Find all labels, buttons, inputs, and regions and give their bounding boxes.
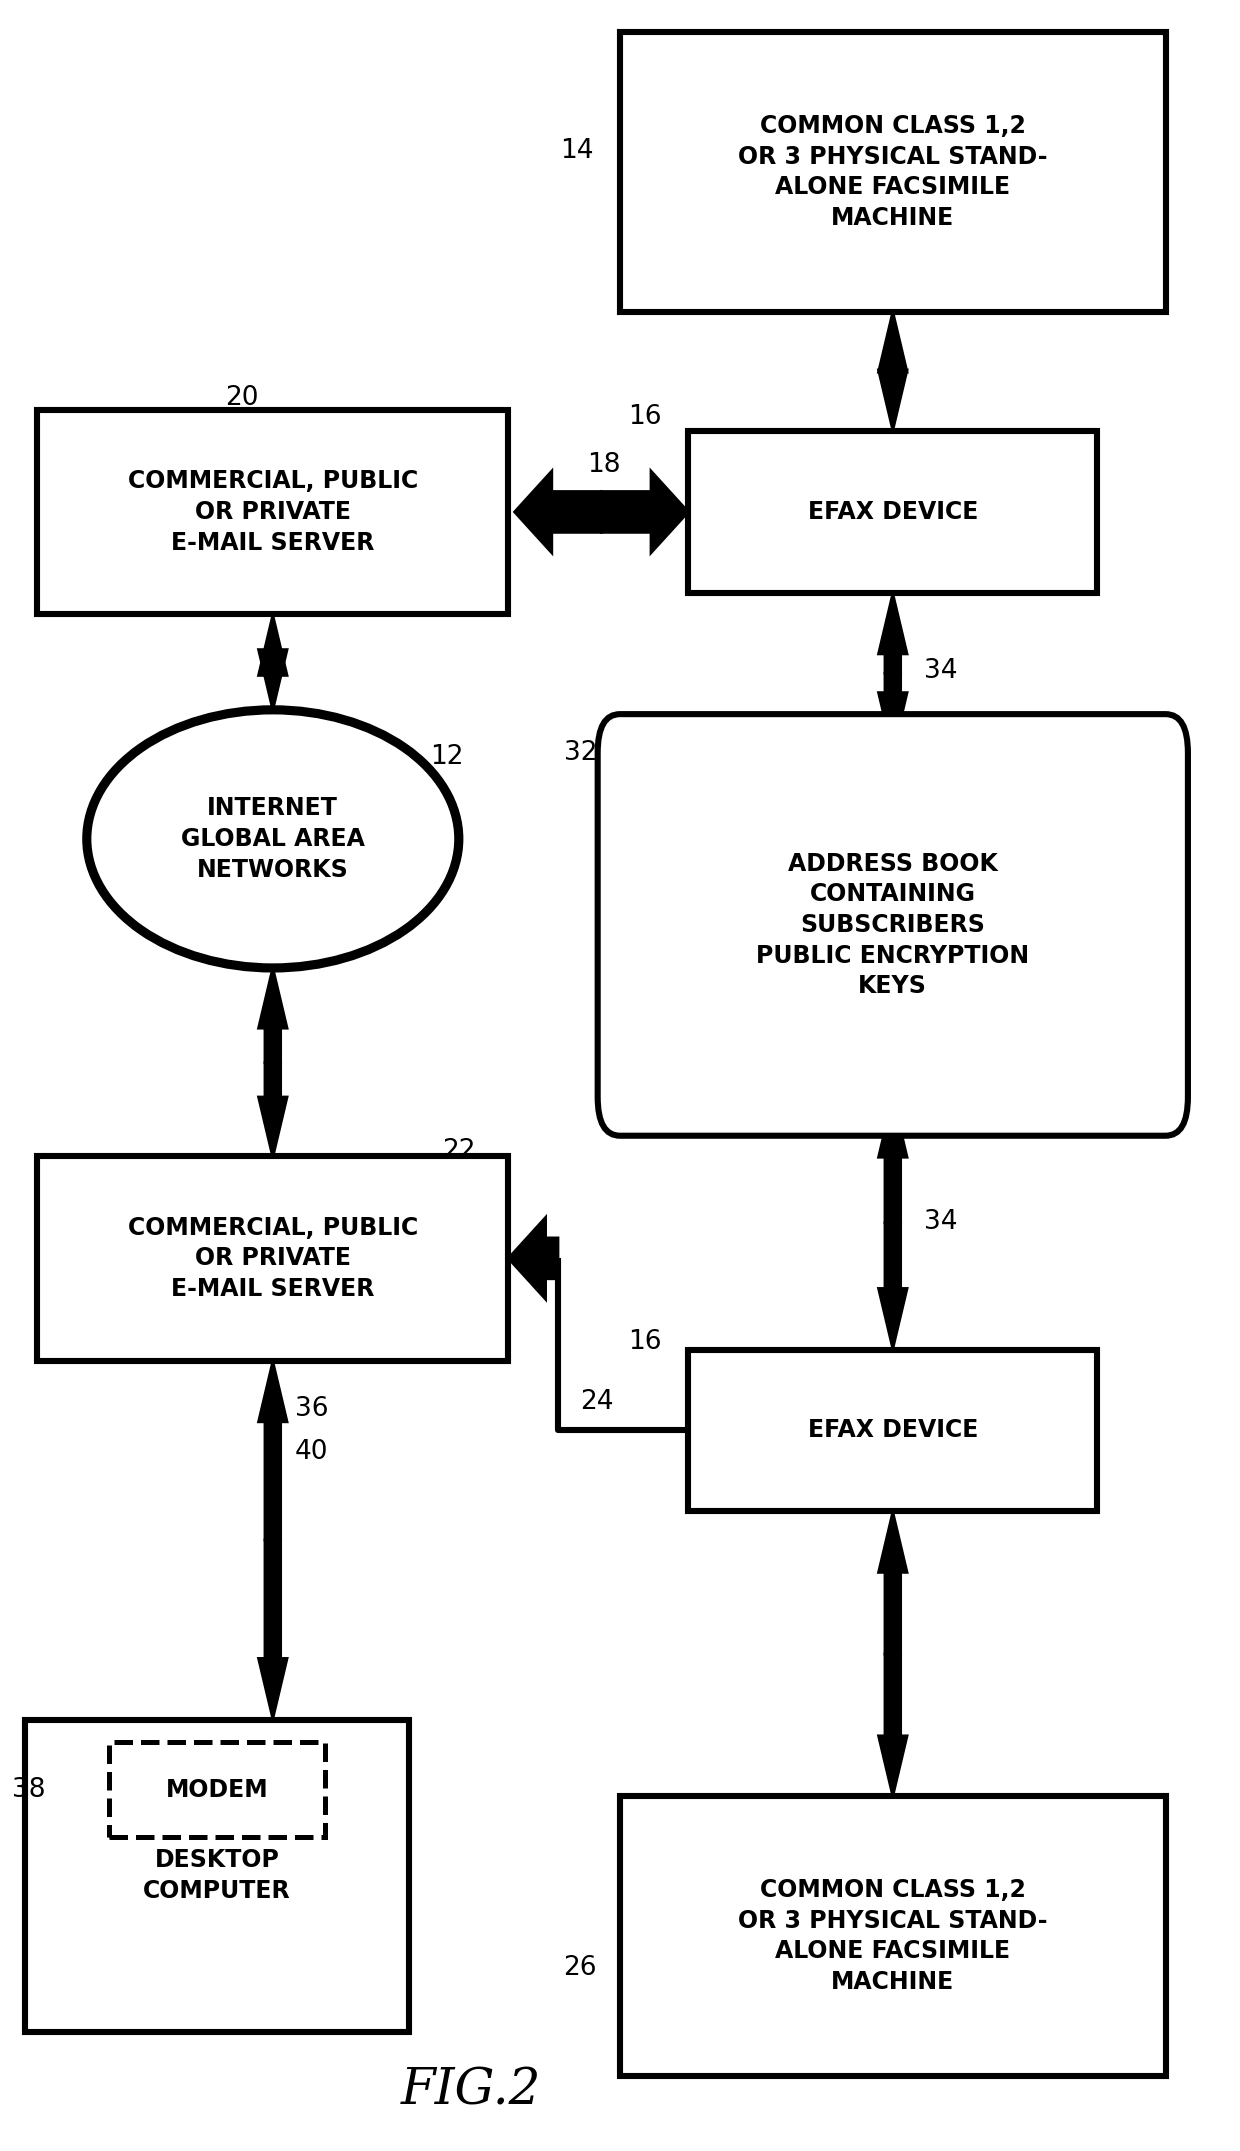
- Text: ADDRESS BOOK
CONTAINING
SUBSCRIBERS
PUBLIC ENCRYPTION
KEYS: ADDRESS BOOK CONTAINING SUBSCRIBERS PUBL…: [756, 852, 1029, 998]
- Text: MODEM: MODEM: [166, 1777, 268, 1803]
- Bar: [688, 432, 1097, 594]
- FancyArrow shape: [258, 650, 288, 710]
- Text: 34: 34: [924, 1209, 957, 1235]
- FancyArrow shape: [878, 1222, 906, 1349]
- Bar: [620, 32, 1166, 312]
- Text: 24: 24: [580, 1390, 614, 1415]
- FancyArrow shape: [878, 1512, 906, 1654]
- FancyArrow shape: [878, 370, 906, 430]
- Ellipse shape: [87, 710, 459, 968]
- FancyArrow shape: [515, 471, 601, 553]
- FancyArrow shape: [508, 1217, 558, 1299]
- FancyArrow shape: [878, 1654, 906, 1796]
- Text: 20: 20: [224, 385, 259, 411]
- Text: 38: 38: [11, 1777, 46, 1803]
- Text: 16: 16: [627, 1329, 662, 1355]
- FancyArrow shape: [878, 594, 906, 673]
- Text: EFAX DEVICE: EFAX DEVICE: [807, 499, 978, 525]
- Text: EFAX DEVICE: EFAX DEVICE: [807, 1418, 978, 1443]
- Text: 40: 40: [295, 1439, 329, 1465]
- Text: COMMON CLASS 1,2
OR 3 PHYSICAL STAND-
ALONE FACSIMILE
MACHINE: COMMON CLASS 1,2 OR 3 PHYSICAL STAND- AL…: [738, 114, 1048, 230]
- Bar: [109, 1742, 325, 1837]
- Text: FIG.2: FIG.2: [401, 2067, 542, 2114]
- Text: COMMERCIAL, PUBLIC
OR PRIVATE
E-MAIL SERVER: COMMERCIAL, PUBLIC OR PRIVATE E-MAIL SER…: [128, 1215, 418, 1301]
- Text: 36: 36: [295, 1396, 329, 1422]
- Text: 14: 14: [559, 138, 594, 163]
- FancyArrow shape: [258, 1540, 288, 1719]
- FancyArrow shape: [258, 1362, 288, 1540]
- Text: 26: 26: [563, 1955, 598, 1981]
- Text: 18: 18: [587, 452, 621, 478]
- Text: 34: 34: [924, 658, 957, 684]
- Bar: [37, 1157, 508, 1362]
- FancyArrow shape: [258, 968, 288, 1063]
- FancyArrow shape: [878, 312, 906, 372]
- Bar: [25, 1721, 409, 2031]
- Text: COMMERCIAL, PUBLIC
OR PRIVATE
E-MAIL SERVER: COMMERCIAL, PUBLIC OR PRIVATE E-MAIL SER…: [128, 469, 418, 555]
- FancyArrow shape: [258, 1063, 288, 1157]
- FancyArrow shape: [601, 471, 688, 553]
- Text: 22: 22: [441, 1138, 476, 1164]
- Bar: [37, 409, 508, 615]
- FancyArrow shape: [258, 615, 288, 675]
- Text: 16: 16: [627, 404, 662, 430]
- Bar: [688, 1351, 1097, 1510]
- Text: DESKTOP
COMPUTER: DESKTOP COMPUTER: [143, 1848, 291, 1904]
- Text: COMMON CLASS 1,2
OR 3 PHYSICAL STAND-
ALONE FACSIMILE
MACHINE: COMMON CLASS 1,2 OR 3 PHYSICAL STAND- AL…: [738, 1878, 1048, 1994]
- Text: 12: 12: [429, 744, 464, 770]
- FancyArrow shape: [878, 673, 906, 753]
- FancyBboxPatch shape: [598, 714, 1188, 1136]
- Bar: [620, 1796, 1166, 2076]
- FancyArrow shape: [878, 1097, 906, 1222]
- Text: INTERNET
GLOBAL AREA
NETWORKS: INTERNET GLOBAL AREA NETWORKS: [181, 796, 365, 882]
- Text: 32: 32: [563, 740, 598, 766]
